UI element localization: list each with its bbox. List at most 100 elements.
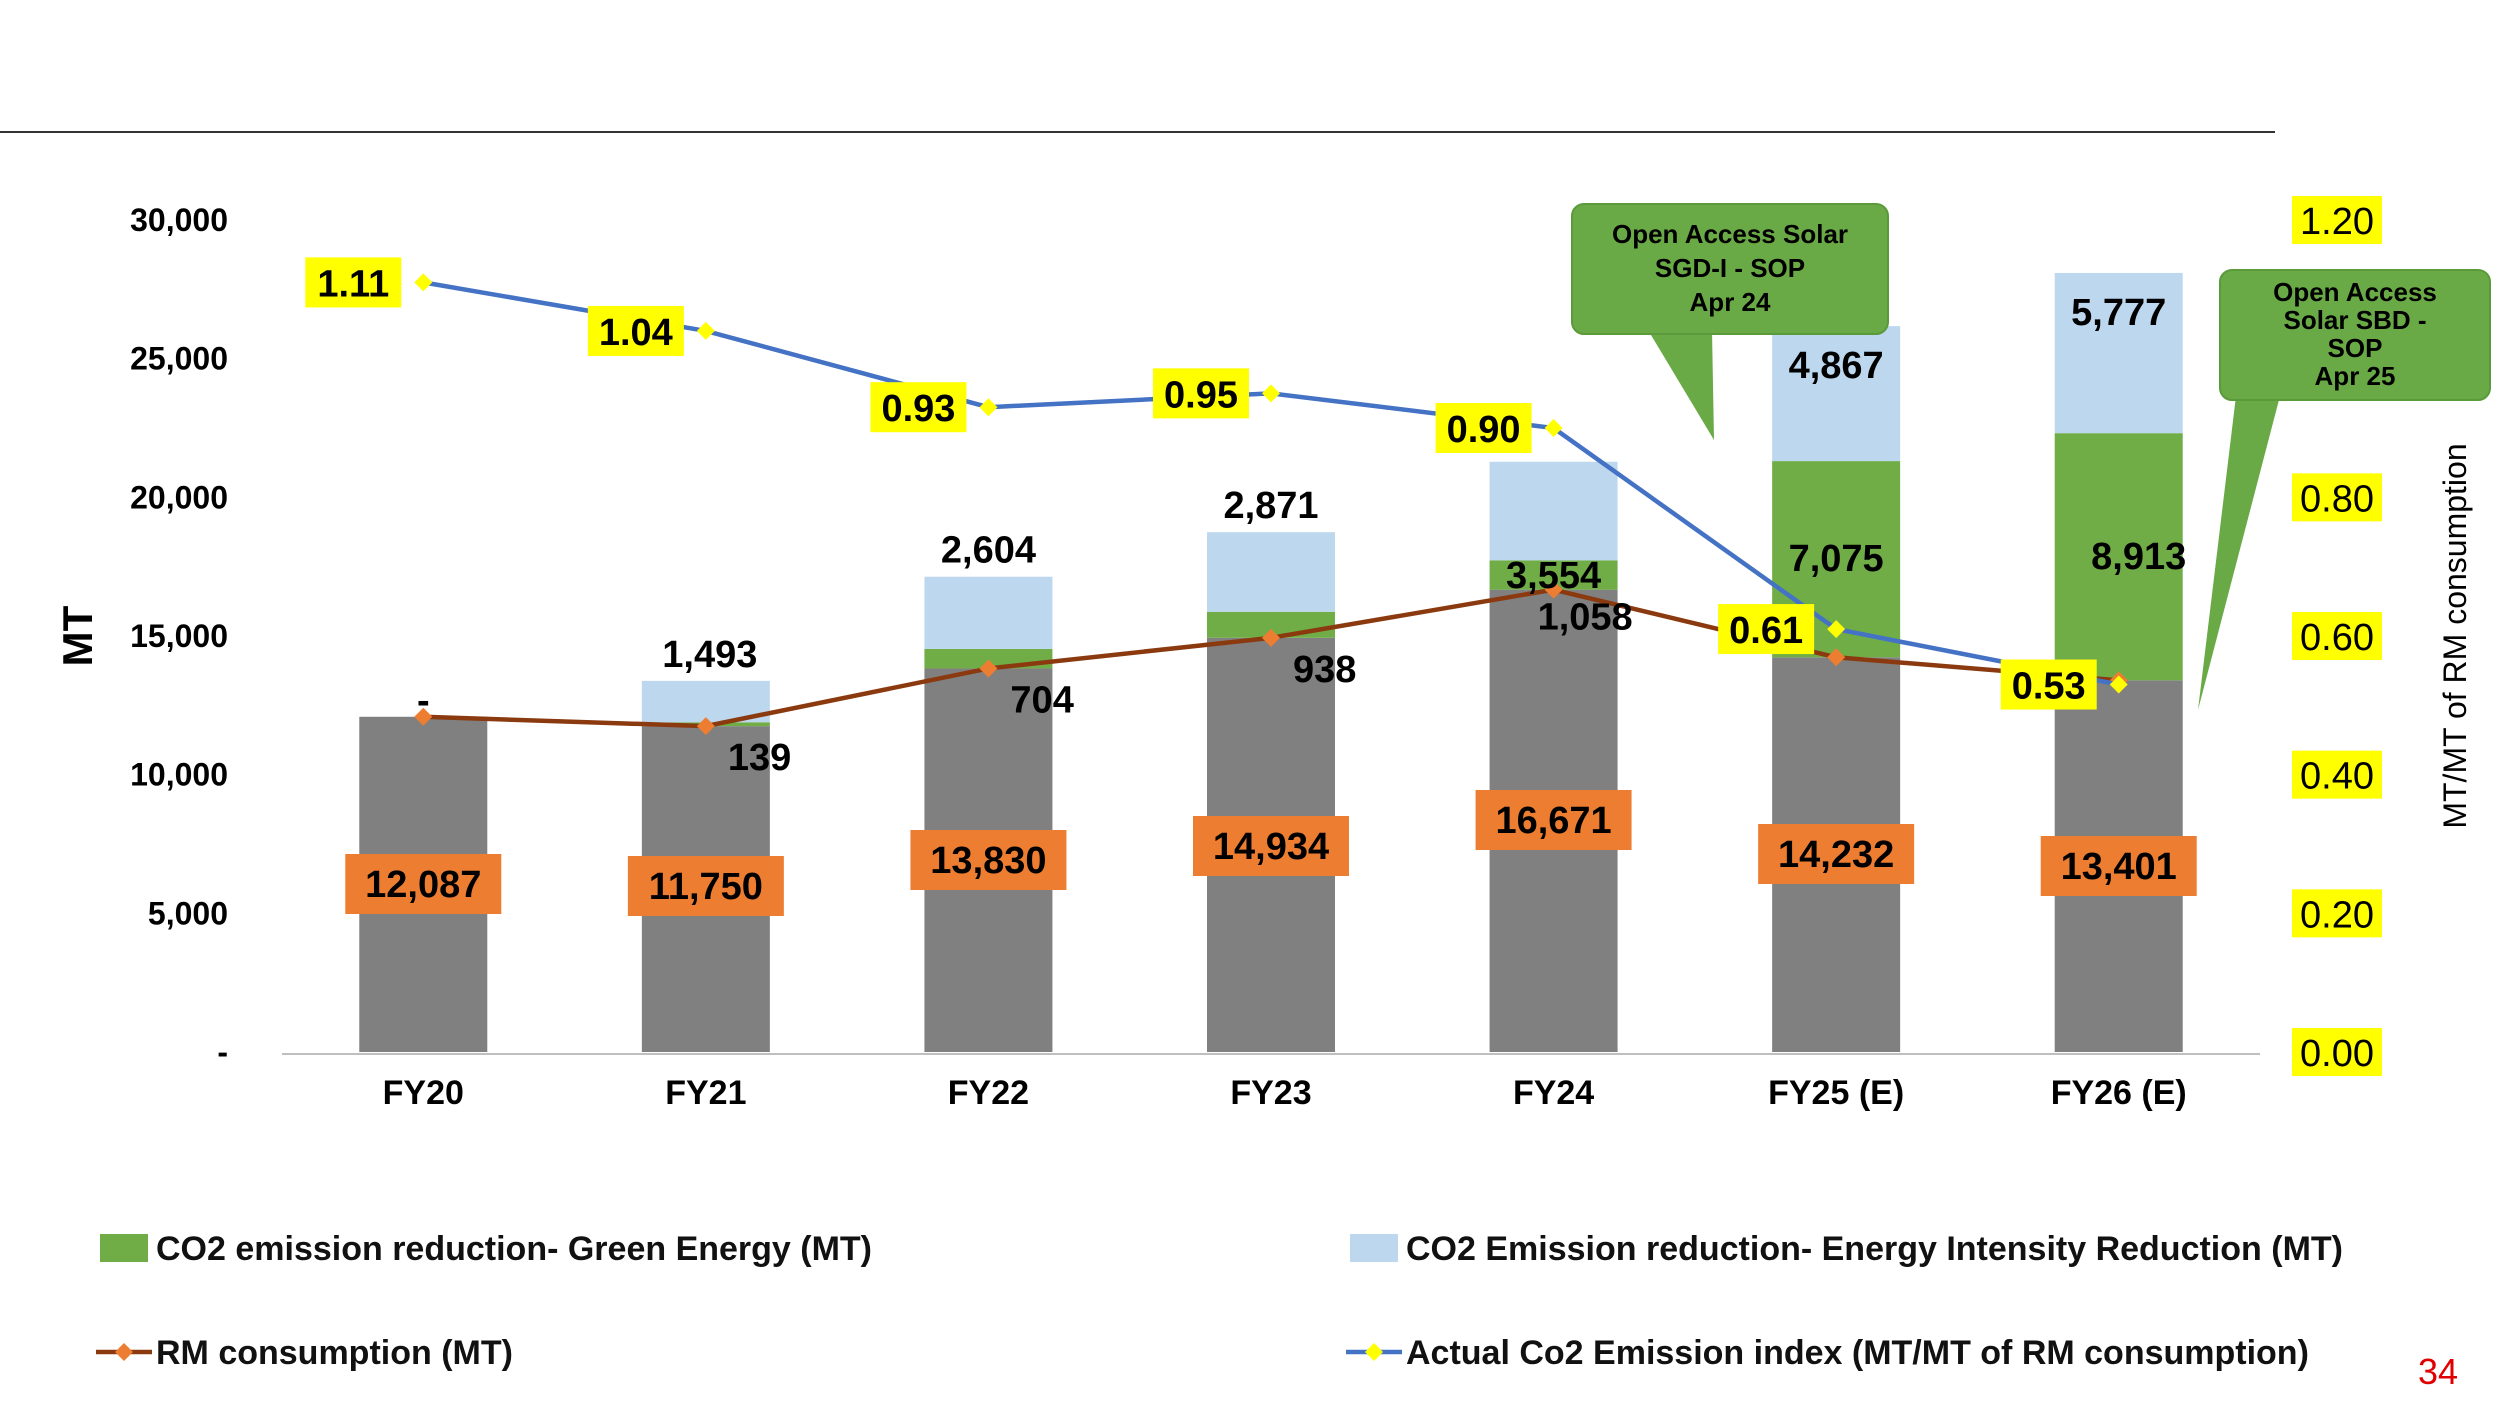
line-marker bbox=[1544, 580, 1563, 599]
index-label-box bbox=[1718, 604, 1815, 655]
index-label: 1.11 bbox=[317, 263, 389, 305]
x-tick-label: FY24 bbox=[1513, 1074, 1594, 1112]
callout-text: Apr 25 bbox=[2315, 361, 2396, 391]
bar-label-intensity: 3,554 bbox=[1506, 555, 1601, 597]
rm-label: 13,401 bbox=[2061, 846, 2177, 888]
bar-label-intensity: 2,604 bbox=[941, 530, 1036, 572]
index-label-box bbox=[587, 305, 684, 356]
y2-axis-title: MT/MT of RM consumption bbox=[2437, 443, 2473, 828]
y2-tick-label: 0.00 bbox=[2300, 1033, 2374, 1075]
x-tick-label: FY20 bbox=[383, 1074, 464, 1112]
bar-label-intensity: 4,867 bbox=[1789, 345, 1884, 387]
bar-segment bbox=[1207, 532, 1335, 612]
x-tick-label: FY22 bbox=[948, 1074, 1029, 1112]
y-axis-title: MT bbox=[54, 605, 101, 666]
index-label-box bbox=[305, 257, 402, 308]
bar-label-intensity: 1,493 bbox=[662, 634, 757, 676]
bar-segment bbox=[1772, 326, 1901, 462]
bar-label-green: 8,913 bbox=[2091, 536, 2186, 578]
index-label: 0.90 bbox=[1447, 409, 1521, 451]
rm-label-box bbox=[345, 854, 502, 914]
lines bbox=[414, 273, 2128, 736]
y2-tick-box bbox=[2292, 1028, 2382, 1076]
line-marker bbox=[1827, 620, 1846, 639]
index-label: 1.04 bbox=[599, 312, 673, 354]
line-marker bbox=[414, 707, 433, 726]
rm-label-box bbox=[1193, 816, 1349, 876]
y2-tick-box bbox=[2292, 612, 2382, 660]
callout-text: Apr 24 bbox=[1690, 287, 1771, 317]
line-marker bbox=[1262, 384, 1280, 403]
y-tick-label: 25,000 bbox=[130, 341, 228, 377]
legend-label: CO2 Emission reduction- Energy Intensity… bbox=[1406, 1230, 2343, 1268]
callout-text: SGD-I - SOP bbox=[1655, 253, 1805, 283]
callout-pointer bbox=[1648, 330, 1714, 440]
line-marker bbox=[2109, 675, 2128, 694]
bar-label-green: 139 bbox=[728, 737, 791, 779]
callout-box bbox=[1571, 203, 1889, 335]
line-marker bbox=[414, 273, 433, 292]
rm-label: 11,750 bbox=[649, 866, 763, 908]
callout-text: SOP bbox=[2328, 333, 2383, 363]
index-label-box bbox=[870, 382, 967, 433]
line-marker bbox=[1262, 628, 1280, 647]
y2-tick-label: 0.20 bbox=[2300, 894, 2374, 936]
index-label-box bbox=[1435, 403, 1532, 453]
y2-tick-label: 0.80 bbox=[2300, 478, 2374, 520]
y2-tick-label: 0.60 bbox=[2300, 617, 2374, 659]
bar-label-green: 938 bbox=[1293, 649, 1356, 691]
legend-swatch bbox=[100, 1234, 148, 1262]
line-marker bbox=[696, 321, 715, 340]
x-tick-label: FY25 (E) bbox=[1768, 1074, 1904, 1112]
line-marker bbox=[696, 717, 715, 736]
line-marker bbox=[1544, 419, 1563, 437]
legend-label: CO2 emission reduction- Green Energy (MT… bbox=[156, 1230, 872, 1268]
y-tick-label: 5,000 bbox=[148, 895, 228, 931]
y-tick-label: - bbox=[217, 1034, 228, 1070]
callout-text: Open Access bbox=[2273, 277, 2437, 307]
rm-label-box bbox=[2040, 836, 2197, 896]
callouts: Open Access Solar SGD-I - SOP Apr 24 Open A… bbox=[1571, 203, 2491, 710]
rm-label: 14,934 bbox=[1213, 826, 1329, 868]
rm-label-box bbox=[627, 856, 784, 916]
x-tick-label: FY21 bbox=[665, 1074, 746, 1112]
bar-segment bbox=[2054, 272, 2183, 434]
index-label: 0.53 bbox=[2012, 666, 2086, 708]
rm-label-box bbox=[1475, 790, 1632, 850]
bar-segment bbox=[2054, 433, 2183, 681]
rm-label-box bbox=[1758, 824, 1915, 884]
bar-label-intensity: 2,871 bbox=[1223, 485, 1318, 527]
page-number: 34 bbox=[2418, 1351, 2458, 1392]
callout-text: Solar SBD - bbox=[2283, 305, 2426, 335]
index-label: 0.61 bbox=[1729, 610, 1803, 652]
legend-swatch bbox=[1350, 1234, 1398, 1262]
index-label: 0.95 bbox=[1164, 374, 1238, 416]
callout-box bbox=[2219, 269, 2491, 401]
y2-tick-box bbox=[2292, 196, 2382, 244]
rm-label-box bbox=[910, 830, 1067, 890]
rm-label: 13,830 bbox=[930, 840, 1046, 882]
line-marker bbox=[979, 659, 998, 678]
x-tick-label: FY26 (E) bbox=[2051, 1074, 2187, 1112]
rm-label: 14,232 bbox=[1778, 834, 1894, 876]
legend-marker bbox=[1365, 1343, 1383, 1361]
callout-text: Open Access Solar bbox=[1612, 219, 1848, 249]
axes: - 5,000 10,000 15,000 20,000 25,000 30,000 0.00… bbox=[54, 196, 2473, 1112]
y-tick-label: 15,000 bbox=[130, 618, 228, 654]
line-marker bbox=[1827, 648, 1846, 667]
legend-label: Actual Co2 Emission index (MT/MT of RM c… bbox=[1406, 1334, 2309, 1372]
bar-label-green: 7,075 bbox=[1789, 538, 1884, 580]
y-tick-label: 20,000 bbox=[130, 479, 228, 515]
callout-pointer bbox=[2198, 396, 2280, 710]
bar-label-intensity: 5,777 bbox=[2071, 292, 2166, 334]
index-label: 0.93 bbox=[881, 388, 955, 430]
y2-tick-box bbox=[2292, 750, 2382, 799]
x-tick-label: FY23 bbox=[1230, 1074, 1311, 1112]
legend-marker bbox=[115, 1343, 133, 1361]
bar-label-green: 704 bbox=[1010, 679, 1073, 721]
y2-tick-label: 1.20 bbox=[2300, 201, 2374, 243]
line-marker bbox=[979, 398, 998, 417]
y2-tick-label: 0.40 bbox=[2300, 756, 2374, 798]
legend: CO2 emission reduction- Green Energy (MT… bbox=[96, 1230, 2343, 1372]
